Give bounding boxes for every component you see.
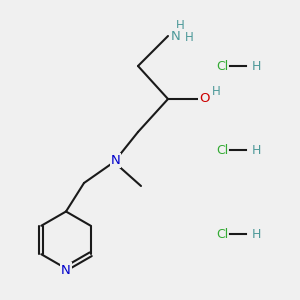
- Text: N: N: [61, 263, 71, 277]
- Text: H: H: [252, 59, 261, 73]
- Text: O: O: [199, 92, 209, 106]
- Text: H: H: [176, 19, 184, 32]
- Text: H: H: [252, 143, 261, 157]
- Text: H: H: [184, 31, 194, 44]
- Text: Cl: Cl: [216, 59, 228, 73]
- Text: N: N: [171, 29, 180, 43]
- Text: H: H: [212, 85, 220, 98]
- Text: Cl: Cl: [216, 227, 228, 241]
- Text: N: N: [111, 154, 120, 167]
- Text: H: H: [252, 227, 261, 241]
- Text: Cl: Cl: [216, 143, 228, 157]
